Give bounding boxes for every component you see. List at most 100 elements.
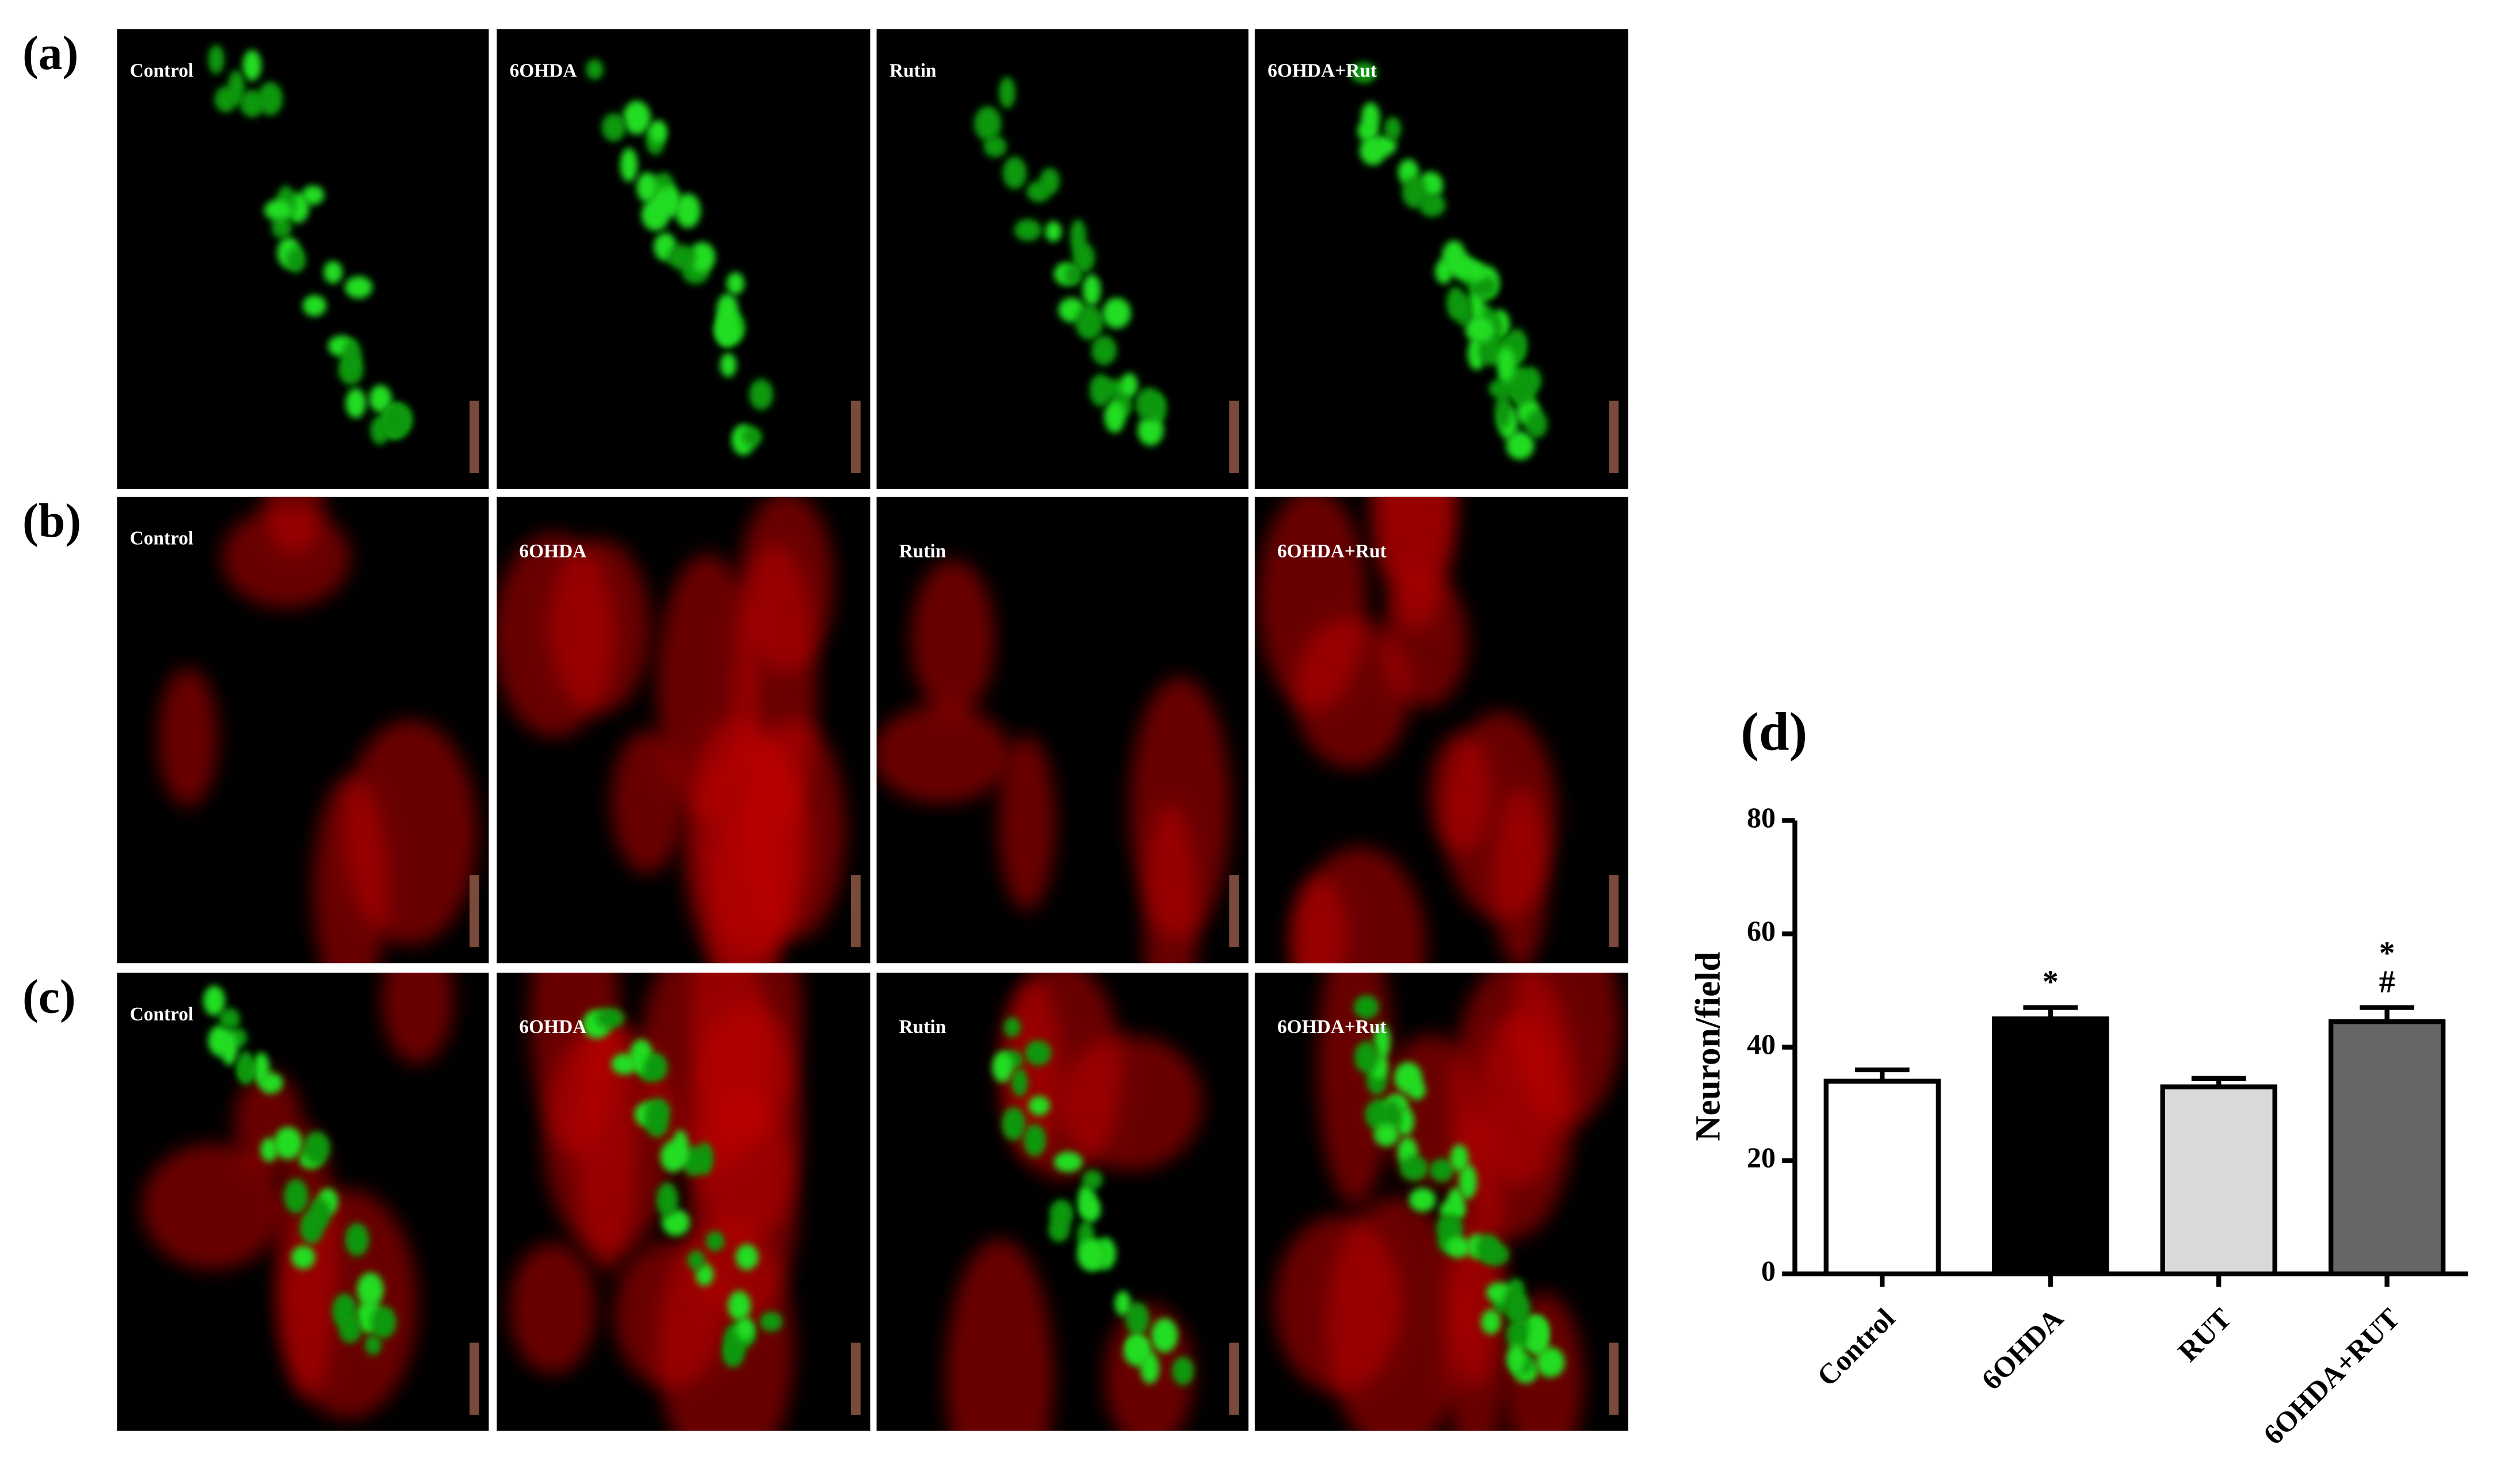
red-tissue [381,973,453,1064]
neuron [303,1131,330,1165]
neuron [1120,373,1138,398]
neuron [1025,1040,1051,1066]
neuron [286,247,306,273]
micrograph-content [586,59,773,456]
neuron [345,388,367,418]
bar [1823,1078,1941,1276]
micrograph [876,29,1249,489]
neuron [303,294,327,317]
neuron [1436,1214,1463,1243]
neuron [1497,347,1516,382]
red-tissue [1291,877,1348,963]
neuron [974,106,1002,141]
neuron [660,1141,686,1172]
neuron [749,378,773,410]
image-label: 6OHDA+Rut [1268,60,1377,81]
neuron [1374,1024,1391,1060]
red-tissue [158,668,218,807]
neuron [1536,1347,1565,1378]
neuron [1478,335,1504,366]
neuron [1394,1062,1422,1093]
neuron [258,82,283,116]
neuron [1070,219,1086,255]
red-tissue [264,496,324,554]
neuron [720,353,737,377]
image-label: Control [130,528,194,549]
neuron [1023,1124,1047,1157]
image-label: 6OHDA [510,60,577,81]
neuron [586,59,604,80]
micrograph-content [1258,496,1557,963]
neuron [357,1272,384,1307]
neuron [1446,1236,1471,1258]
neuron [667,244,696,270]
neuron [675,193,701,228]
image-label: 6OHDA [519,1016,586,1038]
neuron [983,136,1007,158]
y-tick-label: 0 [1761,1254,1776,1287]
neuron [1054,1152,1083,1172]
neuron [1081,1197,1101,1222]
micrograph [117,973,489,1431]
neuron [687,1250,705,1271]
neuron [382,407,411,439]
neuron [1138,415,1164,446]
neuron [1495,393,1512,429]
y-axis-label: Neuron/field [1689,952,1728,1141]
neuron [742,427,762,446]
bar [2328,1019,2446,1276]
micrograph-content [946,973,1203,1431]
neuron [1102,297,1131,329]
micrograph-content [158,496,478,963]
image-label: Control [130,60,194,81]
neuron [644,1053,668,1081]
neuron [1082,274,1101,306]
neuron [1354,1041,1379,1073]
neuron [258,1072,283,1094]
neuron [1383,1100,1402,1131]
x-tick-label: RUT [2171,1302,2237,1367]
neuron [1012,1068,1028,1097]
neuron [1003,1017,1021,1038]
red-tissue [312,776,388,963]
neuron [1465,316,1494,343]
red-tissue [998,735,1055,911]
neuron [611,1053,638,1075]
neuron [1104,401,1125,433]
neuron [1402,176,1428,208]
neuron [759,1311,783,1332]
neuron [260,1138,278,1162]
neuron [705,1231,725,1252]
image-label: Control [130,1004,194,1025]
micrograph [1254,973,1628,1431]
micrograph-content [497,496,846,963]
neuron [689,242,716,272]
neuron [1353,995,1379,1019]
neuron [1002,156,1027,189]
neuron [1450,1144,1469,1172]
micrograph-content [974,77,1167,446]
micrograph [117,496,489,963]
image-label: 6OHDA [519,541,586,562]
neuron [1048,1218,1070,1242]
micrograph-bg [876,29,1249,489]
scale-bar [1229,875,1239,947]
neuron [726,272,745,295]
neuron [1361,102,1380,132]
x-tick-label: 6OHDA+RUT [2257,1302,2406,1451]
neuron [274,1127,303,1160]
neuron [1506,1318,1531,1352]
neuron [342,339,362,373]
neuron [1429,1158,1454,1182]
image-label: Rutin [890,60,937,81]
scale-bar [1609,1343,1619,1415]
micrograph [1254,496,1628,963]
scale-bar [1609,875,1619,947]
neuron [1082,1170,1103,1190]
neuron [345,276,373,299]
neuron [1525,410,1548,438]
red-tissue [222,507,350,608]
scale-bar [470,875,479,947]
red-tissue [946,1238,1054,1431]
neuron [369,385,392,412]
